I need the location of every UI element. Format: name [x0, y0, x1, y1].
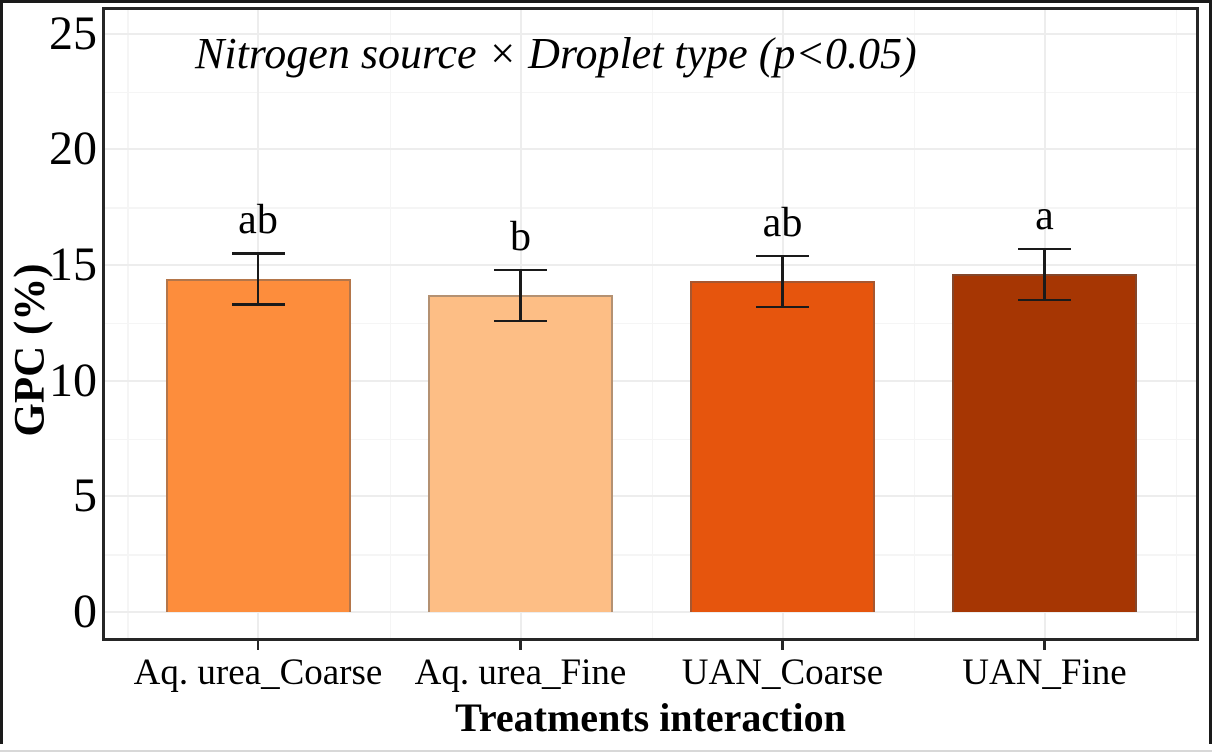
y-tick-label: 10	[49, 353, 97, 407]
minor-gridline-vertical	[651, 7, 653, 641]
y-tick-label: 20	[49, 122, 97, 176]
error-bar-stem	[256, 253, 260, 305]
x-axis-tick	[519, 641, 522, 650]
x-axis-title: Treatments interaction	[455, 695, 846, 740]
x-tick-label: UAN_Coarse	[681, 652, 884, 693]
error-bar-top-cap	[494, 268, 547, 272]
significance-letter: ab	[762, 199, 803, 246]
minor-gridline-vertical	[913, 7, 915, 641]
x-tick-label: UAN_Fine	[962, 652, 1127, 693]
bar-aq-urea-fine	[428, 295, 613, 612]
error-bar-stem	[1043, 248, 1046, 300]
minor-gridline-horizontal	[102, 554, 1199, 556]
major-gridline-horizontal	[102, 264, 1199, 267]
x-axis-tick	[1043, 641, 1046, 650]
minor-gridline-vertical	[127, 7, 129, 641]
minor-gridline-vertical	[1175, 7, 1177, 641]
x-tick-label: Aq. urea_Fine	[414, 652, 627, 693]
significance-letter: a	[1035, 192, 1054, 239]
error-bar-bottom-cap	[1018, 298, 1071, 302]
y-axis-title: GPC (%)	[6, 263, 54, 437]
error-bar-bottom-cap	[756, 305, 809, 309]
y-tick-label: 15	[49, 238, 97, 292]
y-tick-label: 0	[73, 585, 97, 638]
minor-gridline-horizontal	[102, 438, 1199, 440]
major-gridline-horizontal	[102, 148, 1199, 151]
significance-letter: ab	[238, 197, 278, 244]
error-bar-top-cap	[231, 252, 285, 255]
minor-gridline-horizontal	[102, 207, 1199, 209]
minor-gridline-horizontal	[102, 91, 1199, 94]
significance-letter: b	[510, 213, 531, 260]
major-gridline-horizontal	[102, 495, 1199, 498]
x-axis-tick	[781, 641, 784, 650]
bar-uan-coarse	[690, 281, 875, 612]
y-tick-label: 5	[73, 469, 97, 523]
error-bar-stem	[781, 255, 784, 307]
bar-uan-fine	[952, 274, 1137, 612]
minor-gridline-horizontal	[102, 322, 1199, 325]
x-tick-label: Aq. urea_Coarse	[133, 652, 383, 693]
significance-annotation: Nitrogen source × Droplet type (p<0.05)	[195, 29, 917, 78]
y-tick-label: 25	[49, 6, 97, 60]
error-bar-bottom-cap	[494, 319, 547, 323]
bar-aq-urea-coarse	[165, 278, 351, 612]
error-bar-bottom-cap	[231, 303, 285, 306]
error-bar-top-cap	[1018, 247, 1071, 251]
major-gridline-horizontal	[102, 611, 1199, 613]
error-bar-top-cap	[756, 254, 809, 258]
major-gridline-horizontal	[102, 32, 1199, 35]
minor-gridline-vertical	[389, 7, 391, 641]
page-bottom-edge	[0, 750, 1212, 752]
x-axis-tick	[256, 641, 260, 650]
major-gridline-horizontal	[102, 379, 1199, 382]
error-bar-stem	[519, 269, 522, 321]
